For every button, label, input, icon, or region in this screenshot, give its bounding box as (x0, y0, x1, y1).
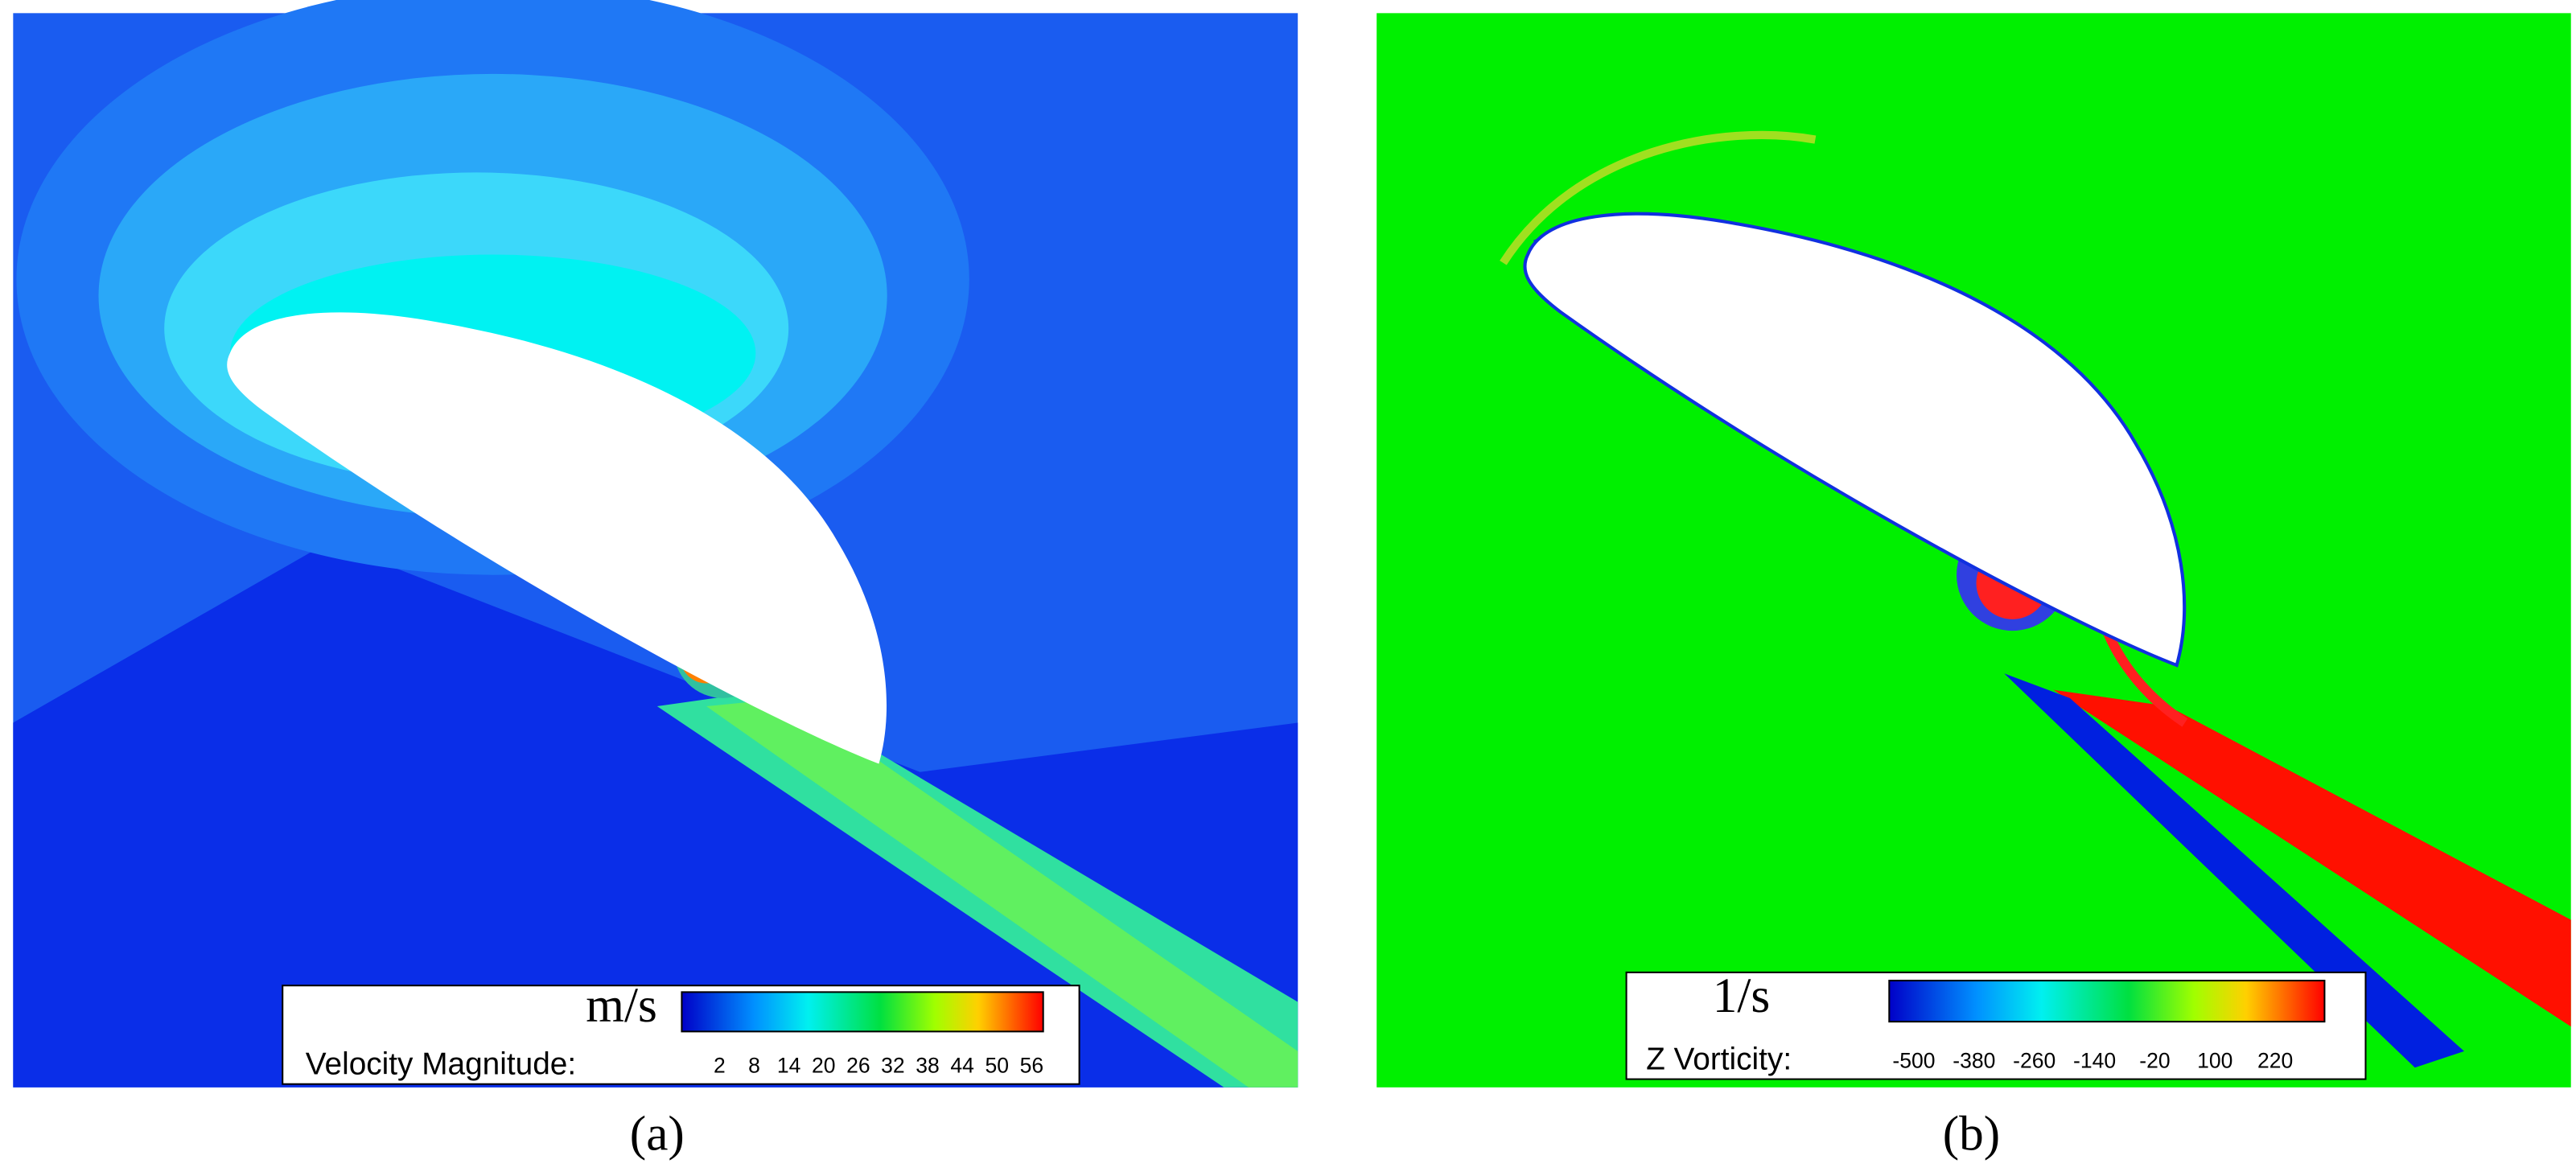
legend-tick-label: 32 (881, 1053, 905, 1077)
shear-layer (1500, 130, 1817, 265)
legend-tick-label: -500 (1892, 1048, 1935, 1072)
legend-tick-label: 100 (2197, 1048, 2232, 1072)
legend-tick-label: 38 (916, 1053, 940, 1077)
legend-unit: 1/s (1713, 968, 1770, 1023)
legend-tick-label: 2 (714, 1053, 726, 1077)
legend-tick-label: 14 (777, 1053, 801, 1077)
low-region (13, 541, 1298, 1088)
legend-unit: m/s (586, 978, 657, 1033)
legend-tick-label: 26 (846, 1053, 870, 1077)
legend-tick-label: 50 (986, 1053, 1010, 1077)
legend-tick-label: -380 (1953, 1048, 1995, 1072)
panel-b: 1/s Z Vorticity: -500 -380 -260 -140 -20 100 2… (1376, 13, 2571, 1161)
caption: (a) (630, 1106, 685, 1161)
legend-tick-label: 44 (950, 1053, 974, 1077)
airfoil (227, 312, 887, 764)
legend-tick-label: 220 (2257, 1048, 2293, 1072)
legend-tick-label: 8 (748, 1053, 760, 1077)
panel-a: m/s Velocity Magnitude: 2 8 14 20 26 32 38 44 50… (13, 0, 1298, 1161)
wake (2004, 673, 2464, 1068)
airfoil (1523, 212, 2187, 668)
legend-tick-label: 20 (812, 1053, 836, 1077)
colorbar (1888, 980, 2326, 1023)
colorbar (681, 991, 1044, 1033)
legend-label: Velocity Magnitude: (306, 1046, 576, 1081)
legend-ticks: 2 8 14 20 26 32 38 44 50 56 (714, 1053, 1043, 1077)
caption: (b) (1943, 1106, 2000, 1161)
wake (706, 697, 1298, 1088)
legend-ticks: -500 -380 -260 -140 -20 100 220 (1892, 1048, 2293, 1072)
legend-tick-label: -140 (2073, 1048, 2116, 1072)
legend-tick-label: -20 (2139, 1048, 2170, 1072)
legend-tick-label: 56 (1020, 1053, 1044, 1077)
legend-label: Z Vorticity: (1646, 1042, 1792, 1076)
legend-tick-label: -260 (2013, 1048, 2055, 1072)
